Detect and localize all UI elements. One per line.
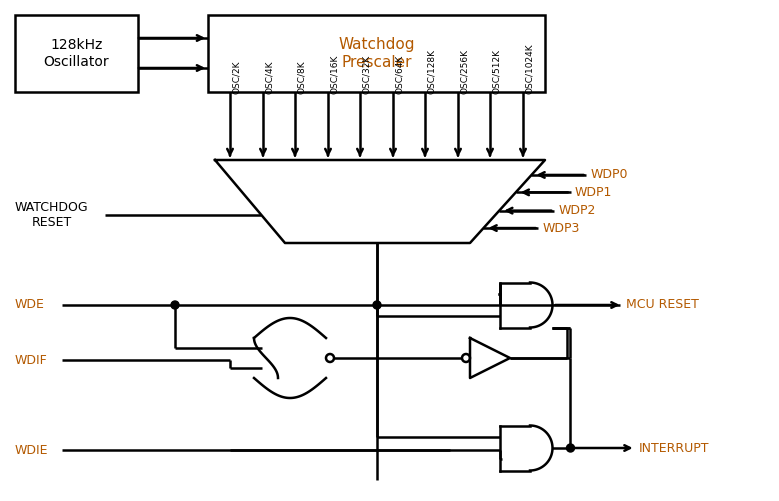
Text: WDP3: WDP3: [542, 221, 580, 234]
Text: OSC/512K: OSC/512K: [492, 49, 501, 94]
Text: OSC/256K: OSC/256K: [460, 49, 469, 94]
Text: INTERRUPT: INTERRUPT: [639, 441, 709, 454]
Text: WDIE: WDIE: [15, 443, 48, 456]
Text: OSC/1024K: OSC/1024K: [525, 44, 534, 94]
Text: WDE: WDE: [15, 299, 45, 312]
Text: OSC/64K: OSC/64K: [395, 55, 404, 94]
Text: MCU RESET: MCU RESET: [626, 299, 700, 312]
Text: OSC/2K: OSC/2K: [232, 61, 241, 94]
Text: WATCHDOG
RESET: WATCHDOG RESET: [15, 201, 89, 229]
Text: OSC/8K: OSC/8K: [297, 61, 306, 94]
Circle shape: [373, 301, 381, 309]
Text: 128kHz
Oscillator: 128kHz Oscillator: [44, 39, 109, 69]
Text: OSC/128K: OSC/128K: [427, 49, 436, 94]
Text: Watchdog
Prescaler: Watchdog Prescaler: [338, 37, 414, 70]
Text: OSC/32K: OSC/32K: [362, 55, 371, 94]
Text: WDP2: WDP2: [559, 204, 596, 217]
Text: OSC/4K: OSC/4K: [265, 61, 274, 94]
Text: WDIF: WDIF: [15, 354, 48, 367]
Text: OSC/16K: OSC/16K: [330, 55, 339, 94]
Bar: [15, 15, 138, 92]
Text: WDP0: WDP0: [590, 168, 628, 181]
Bar: [208, 15, 545, 92]
Circle shape: [566, 444, 574, 452]
Circle shape: [171, 301, 179, 309]
Text: WDP1: WDP1: [575, 186, 612, 199]
